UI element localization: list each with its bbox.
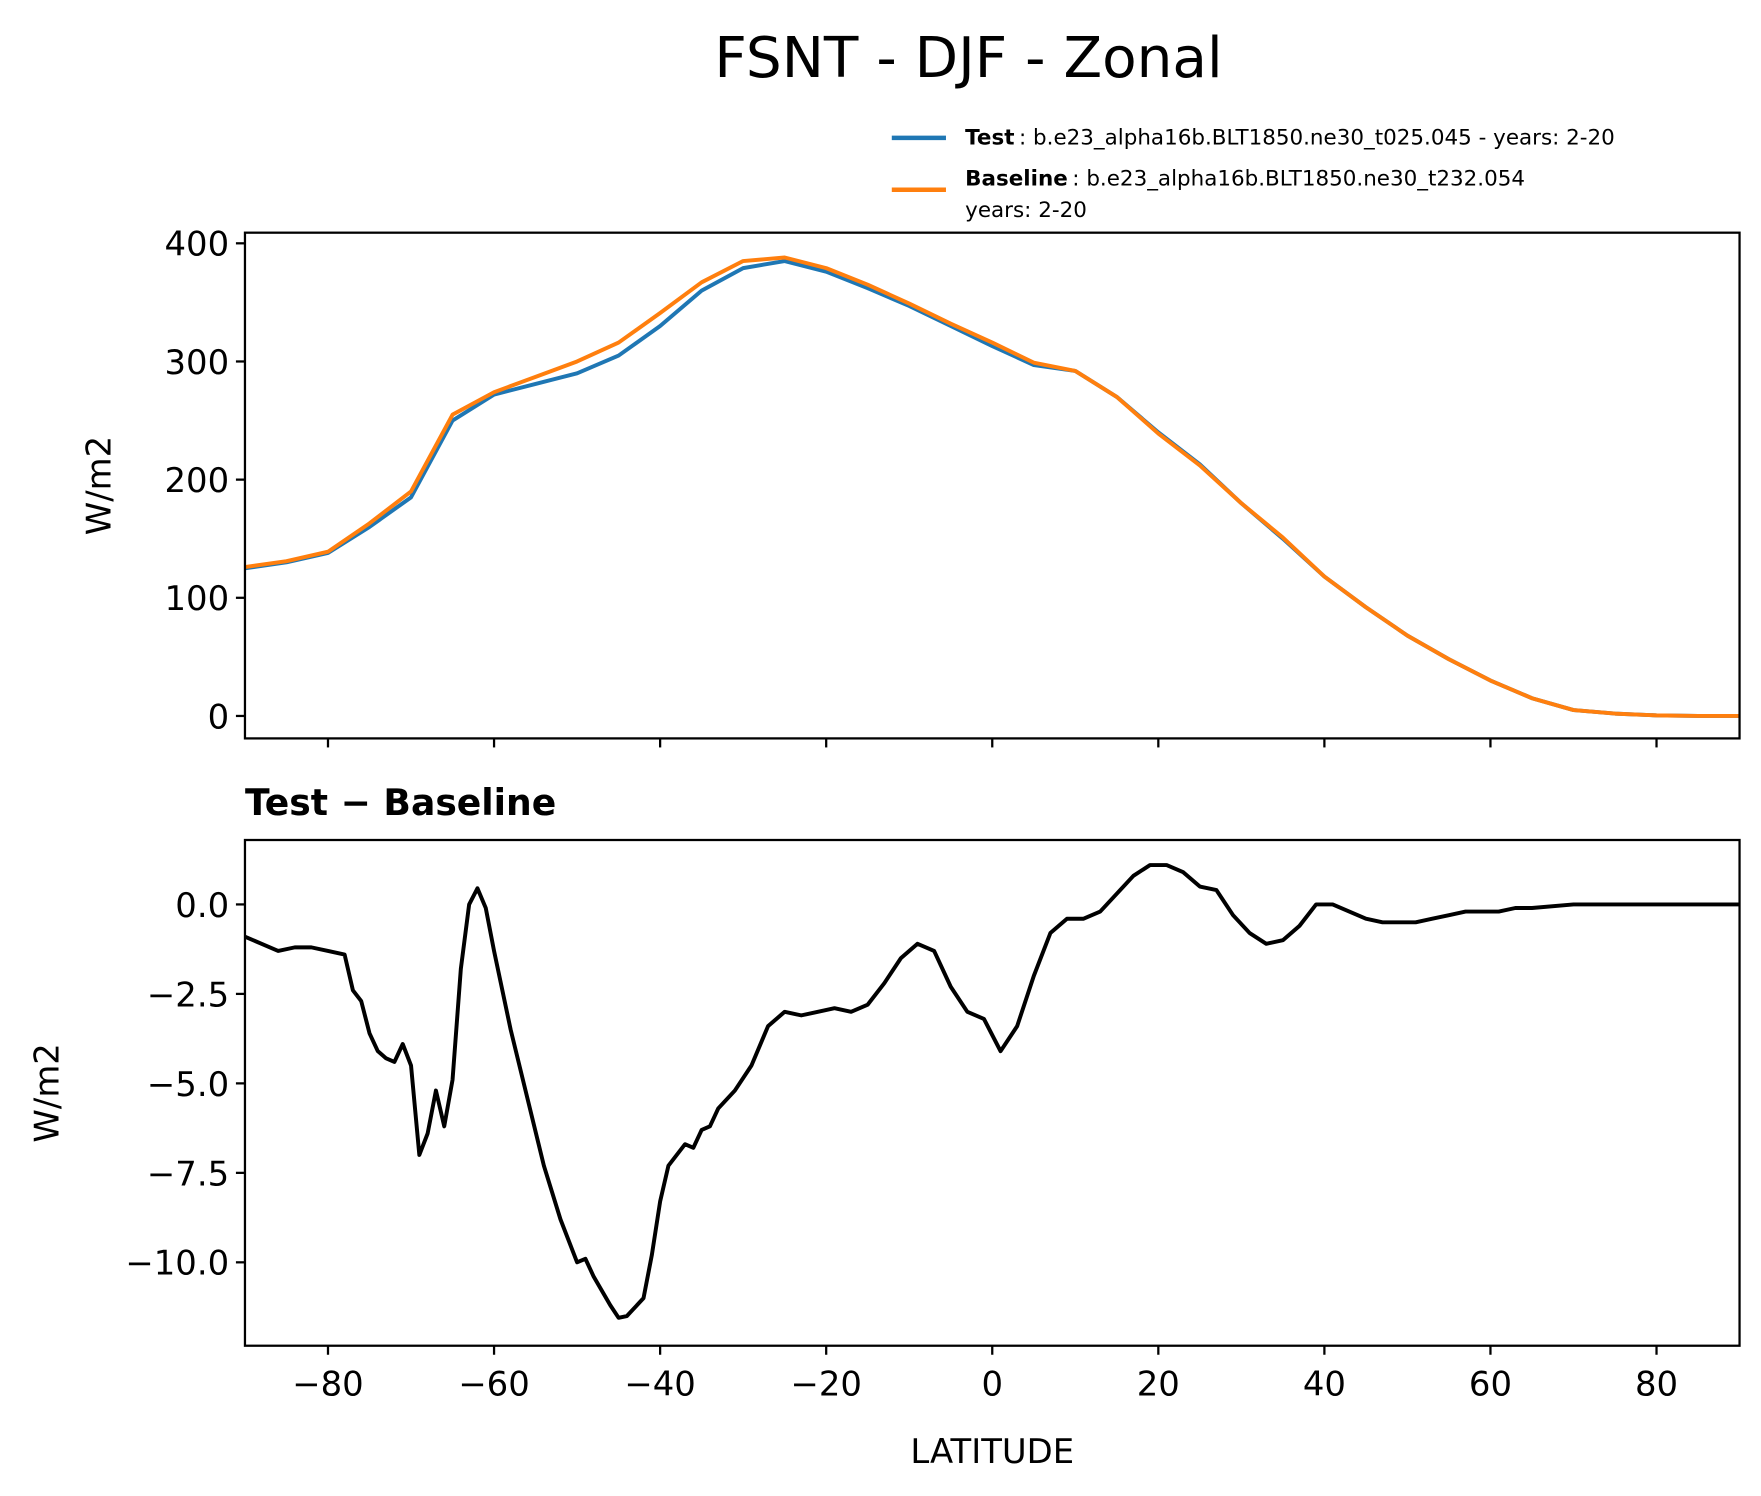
x-tick-label: 60: [1469, 1364, 1512, 1403]
x-axis-label: LATITUDE: [910, 1432, 1074, 1471]
chart-title: FSNT - DJF - Zonal: [714, 26, 1222, 91]
plot-frame: [243, 838, 1741, 1347]
y-tick-label: 200: [165, 461, 230, 500]
x-tick-label: 20: [1137, 1364, 1180, 1403]
x-tick-label: 0: [981, 1364, 1003, 1403]
legend-entry: Baseline: b.e23_alpha16b.BLT1850.ne30_t2…: [965, 166, 1525, 191]
x-tick-label: 80: [1635, 1364, 1678, 1403]
series-line: [244, 863, 1740, 1320]
series-line: [244, 259, 1740, 718]
x-tick-label: −40: [624, 1364, 695, 1403]
y-axis-label: W/m2: [80, 436, 119, 535]
x-tick-label: −80: [292, 1364, 363, 1403]
legend-name: Test: [965, 126, 1014, 151]
legend-entry: Test: b.e23_alpha16b.BLT1850.ne30_t025.0…: [965, 126, 1615, 151]
legend-name: Baseline: [965, 166, 1068, 191]
y-tick-label: 0.0: [175, 886, 229, 925]
y-tick-label: 100: [165, 579, 230, 618]
y-tick-label: −7.5: [147, 1154, 229, 1193]
series-line: [244, 255, 1740, 718]
y-tick-label: −10.0: [125, 1244, 229, 1283]
x-tick-label: −20: [790, 1364, 861, 1403]
y-tick-label: 0: [208, 697, 230, 736]
plot-frame: [243, 231, 1741, 740]
y-tick-label: −2.5: [147, 975, 229, 1014]
y-tick-label: 300: [165, 343, 230, 382]
y-tick-label: −5.0: [147, 1065, 229, 1104]
y-axis-label: W/m2: [28, 1043, 67, 1142]
legend-text: : b.e23_alpha16b.BLT1850.ne30_t232.054: [1072, 166, 1525, 191]
legend-text: years: 2-20: [965, 198, 1087, 223]
legend-text: : b.e23_alpha16b.BLT1850.ne30_t025.045 -…: [1019, 126, 1615, 151]
y-tick-label: 400: [165, 225, 230, 264]
x-tick-label: 40: [1303, 1364, 1346, 1403]
subplot-title: Test − Baseline: [245, 781, 556, 824]
x-tick-label: −60: [458, 1364, 529, 1403]
